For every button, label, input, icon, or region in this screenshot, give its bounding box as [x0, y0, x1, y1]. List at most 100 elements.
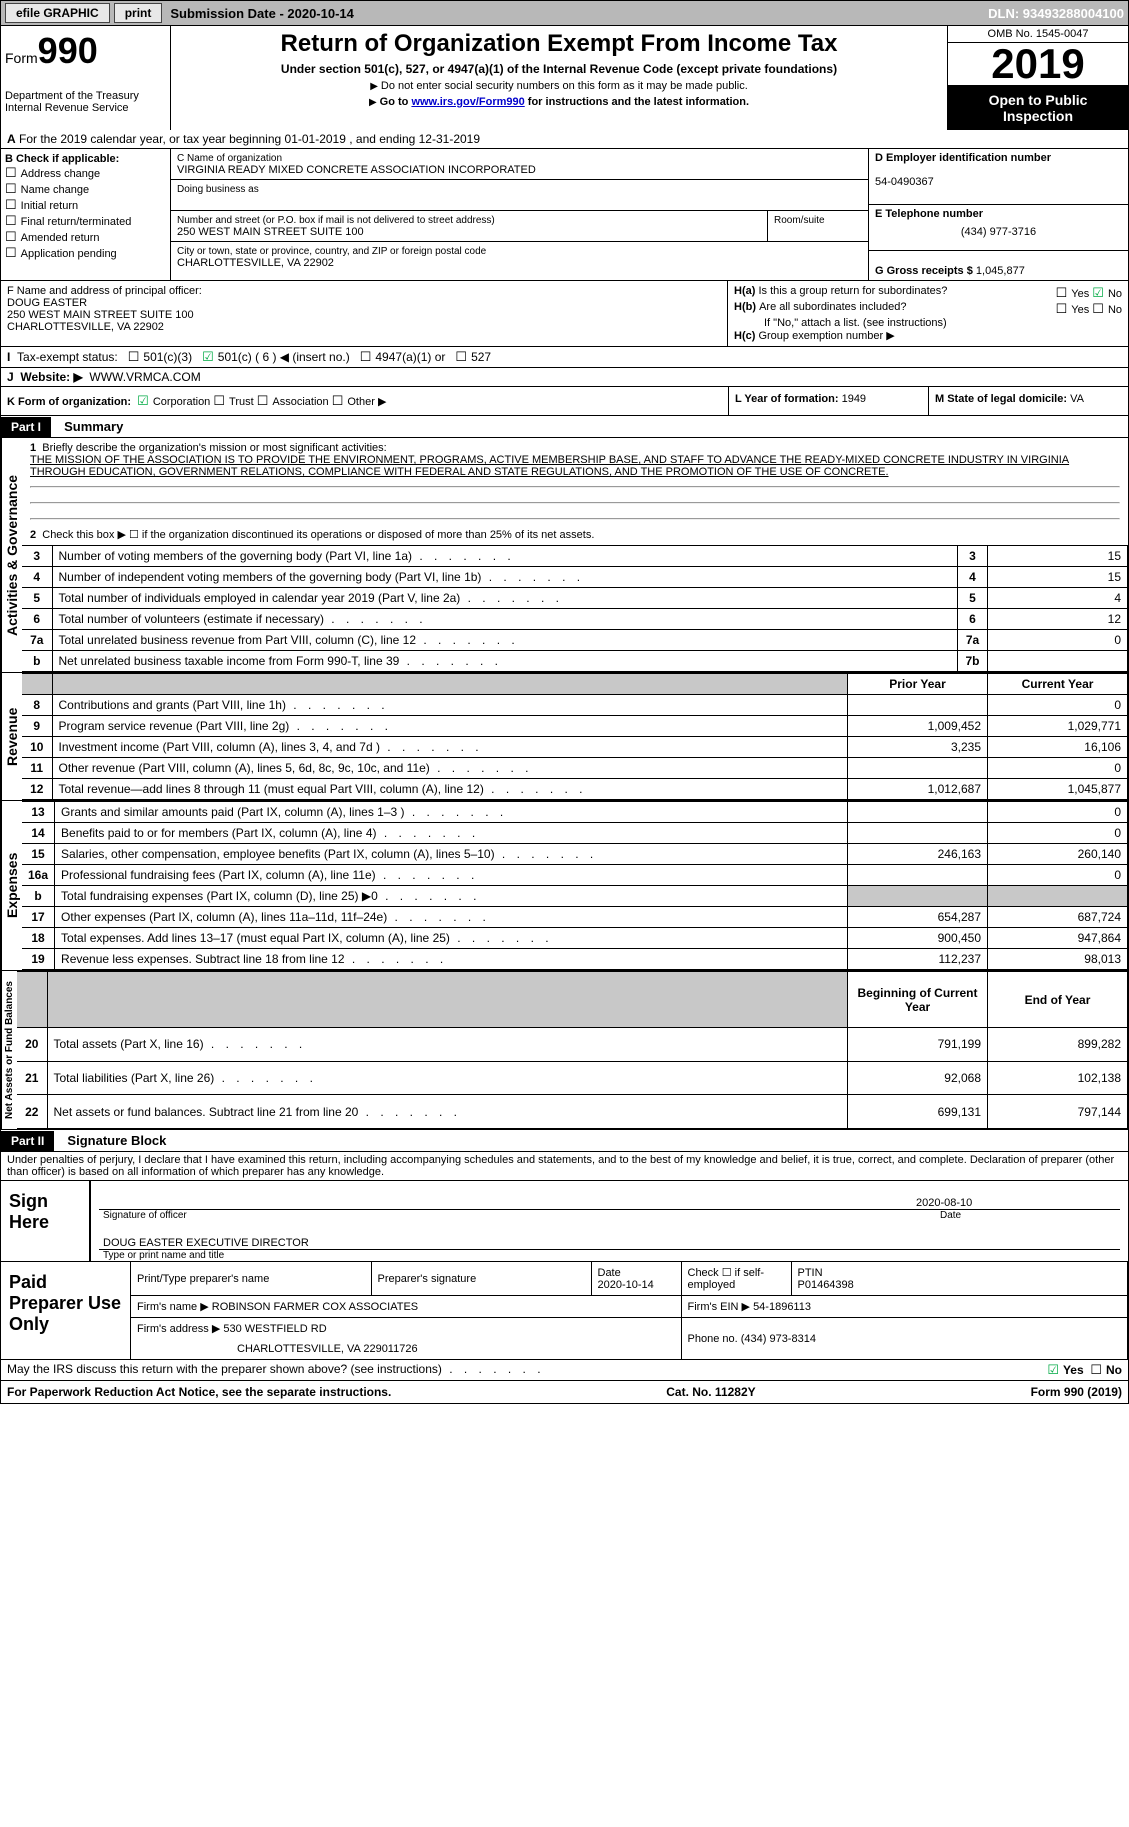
vtab-activities: Activities & Governance — [1, 438, 22, 672]
firm-addr: 530 WESTFIELD RD — [223, 1323, 326, 1335]
vtab-expenses: Expenses — [1, 801, 22, 970]
form-990: 990 — [38, 30, 98, 71]
form-note-2: Go to www.irs.gov/Form990 for instructio… — [175, 96, 943, 108]
ha-yes[interactable]: Yes — [1056, 285, 1090, 301]
prep-date: 2020-10-14 — [598, 1279, 654, 1291]
officer-name: DOUG EASTER — [7, 297, 87, 309]
officer-printed-name: DOUG EASTER EXECUTIVE DIRECTOR — [103, 1237, 309, 1249]
box-k-option[interactable]: Other ▶ — [332, 396, 387, 408]
form-subtitle: Under section 501(c), 527, or 4947(a)(1)… — [175, 62, 943, 76]
efile-button[interactable]: efile GRAPHIC — [5, 3, 110, 23]
c-check[interactable] — [202, 350, 218, 364]
discuss-label: May the IRS discuss this return with the… — [7, 1362, 545, 1378]
box-f: F Name and address of principal officer:… — [1, 281, 728, 346]
box-b-option[interactable]: Address change — [5, 165, 166, 181]
paid-preparer-label: Paid Preparer Use Only — [1, 1262, 131, 1359]
room-label: Room/suite — [774, 215, 825, 226]
domicile-label: M State of legal domicile: — [935, 393, 1067, 405]
box-b-option[interactable]: Application pending — [5, 245, 166, 261]
sig-date: 2020-08-10 — [916, 1197, 1116, 1209]
sign-here-block: Sign Here 2020-08-10 Signature of office… — [0, 1181, 1129, 1262]
ptin-value: P01464398 — [798, 1279, 854, 1291]
tax-year-range: For the 2019 calendar year, or tax year … — [19, 132, 480, 146]
box-k-option[interactable]: Association — [257, 396, 332, 408]
box-k-option[interactable]: Corporation — [137, 396, 213, 408]
submission-date: Submission Date - 2020-10-14 — [170, 6, 354, 21]
website-label: Website: ▶ — [20, 370, 82, 384]
ein-label: D Employer identification number — [875, 152, 1051, 164]
mission-label: Briefly describe the organization's miss… — [42, 442, 386, 454]
hb-yes[interactable]: Yes — [1056, 301, 1090, 317]
discuss-no[interactable] — [1090, 1363, 1106, 1377]
officer-addr2: CHARLOTTESVILLE, VA 22902 — [7, 321, 164, 333]
org-name: VIRGINIA READY MIXED CONCRETE ASSOCIATIO… — [177, 164, 536, 176]
part1-net: Net Assets or Fund Balances Beginning of… — [0, 971, 1129, 1130]
firm-phone-label: Phone no. — [688, 1333, 738, 1345]
footer-cat: Cat. No. 11282Y — [666, 1385, 755, 1399]
ha-label: Is this a group return for subordinates? — [758, 285, 1055, 301]
officer-addr1: 250 WEST MAIN STREET SUITE 100 — [7, 309, 194, 321]
part1-label: Part I — [1, 417, 51, 437]
line-j: J Website: ▶ WWW.VRMCA.COM — [0, 368, 1129, 387]
form-header: Form990 Department of the Treasury Inter… — [0, 26, 1129, 130]
box-h: H(a) Is this a group return for subordin… — [728, 281, 1128, 346]
box-b-option[interactable]: Name change — [5, 181, 166, 197]
dln: DLN: 93493288004100 — [988, 6, 1124, 21]
prep-name-label: Print/Type preparer's name — [131, 1262, 371, 1296]
print-button[interactable]: print — [114, 3, 163, 23]
box-b-title: B Check if applicable: — [5, 153, 166, 165]
part1-expenses: Expenses 13Grants and similar amounts pa… — [0, 801, 1129, 971]
box-k-option[interactable]: Trust — [213, 396, 256, 408]
city-state-zip: CHARLOTTESVILLE, VA 22902 — [177, 257, 334, 269]
dept-treasury: Department of the Treasury Internal Reve… — [5, 90, 166, 114]
org-name-label: C Name of organization — [177, 153, 282, 164]
box-b: B Check if applicable: Address changeNam… — [1, 149, 171, 280]
addr-label: Number and street (or P.O. box if mail i… — [177, 215, 495, 226]
527-check[interactable] — [455, 350, 471, 364]
street-address: 250 WEST MAIN STREET SUITE 100 — [177, 226, 364, 238]
date-label: Date — [928, 1210, 1128, 1221]
form-note-1: Do not enter social security numbers on … — [175, 80, 943, 92]
ptin-label: PTIN — [798, 1267, 823, 1279]
box-b-option[interactable]: Final return/terminated — [5, 213, 166, 229]
phone-value: (434) 977-3716 — [875, 226, 1122, 238]
hb-no[interactable]: No — [1092, 301, 1122, 317]
hc-label: Group exemption number ▶ — [758, 330, 894, 342]
city-label: City or town, state or province, country… — [177, 246, 486, 257]
vtab-net: Net Assets or Fund Balances — [1, 971, 17, 1129]
ein-value: 54-0490367 — [875, 176, 934, 188]
box-b-option[interactable]: Amended return — [5, 229, 166, 245]
open-to-public: Open to Public Inspection — [948, 86, 1128, 130]
tax-year: 2019 — [948, 43, 1128, 86]
part2-label: Part II — [1, 1131, 54, 1151]
phone-label: E Telephone number — [875, 208, 983, 220]
firm-city: CHARLOTTESVILLE, VA 229011726 — [137, 1335, 675, 1355]
irs-link[interactable]: www.irs.gov/Form990 — [411, 96, 524, 108]
box-c: C Name of organization VIRGINIA READY MI… — [171, 149, 868, 280]
form-org-label: K Form of organization: — [7, 396, 131, 408]
entity-info: B Check if applicable: Address changeNam… — [0, 149, 1129, 281]
tax-status-label: Tax-exempt status: — [17, 350, 118, 364]
officer-group: F Name and address of principal officer:… — [0, 281, 1129, 347]
prep-date-label: Date — [598, 1267, 621, 1279]
mission-text: THE MISSION OF THE ASSOCIATION IS TO PRO… — [30, 454, 1069, 478]
footer-left: For Paperwork Reduction Act Notice, see … — [7, 1385, 391, 1399]
part1-revenue: Revenue Prior YearCurrent Year8Contribut… — [0, 673, 1129, 801]
4947-check[interactable] — [360, 350, 376, 364]
firm-name: ROBINSON FARMER COX ASSOCIATES — [212, 1301, 418, 1313]
gross-receipts-label: G Gross receipts $ — [875, 265, 973, 277]
c3-check[interactable] — [128, 350, 144, 364]
year-formation-label: L Year of formation: — [735, 393, 839, 405]
prep-sig-label: Preparer's signature — [371, 1262, 591, 1296]
line2-text: Check this box ▶ ☐ if the organization d… — [42, 529, 594, 541]
hb-label: Are all subordinates included? — [759, 301, 1056, 317]
top-bar: efile GRAPHIC print Submission Date - 20… — [0, 0, 1129, 26]
line-klm: K Form of organization: Corporation Trus… — [0, 387, 1129, 416]
ha-no[interactable]: No — [1092, 285, 1122, 301]
prep-self-employed[interactable]: Check ☐ if self-employed — [681, 1262, 791, 1296]
discuss-yes[interactable] — [1047, 1363, 1063, 1377]
firm-addr-label: Firm's address ▶ — [137, 1323, 220, 1335]
box-b-option[interactable]: Initial return — [5, 197, 166, 213]
sign-here-label: Sign Here — [1, 1181, 91, 1261]
line-a: A For the 2019 calendar year, or tax yea… — [0, 130, 1129, 149]
